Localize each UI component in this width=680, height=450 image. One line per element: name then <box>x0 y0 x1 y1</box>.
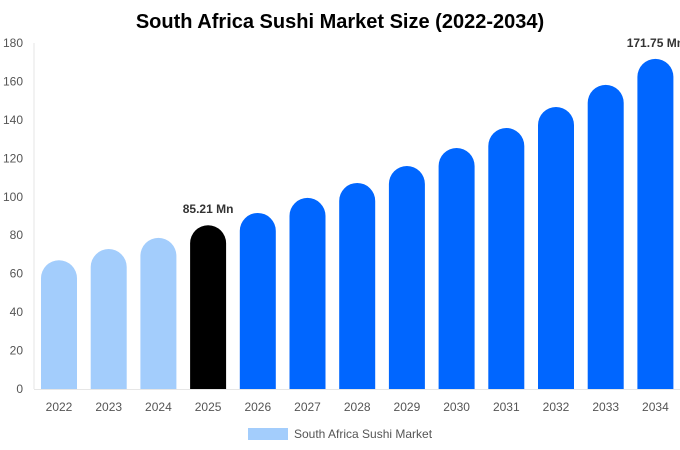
x-tick-label: 2034 <box>642 400 669 414</box>
bar-2026[interactable] <box>239 212 276 389</box>
y-tick-label: 180 <box>3 36 23 50</box>
bar-2028[interactable] <box>339 182 376 389</box>
x-tick-label: 2031 <box>493 400 520 414</box>
bar-2022[interactable] <box>41 260 77 389</box>
y-tick-label: 80 <box>10 228 24 242</box>
x-tick-label: 2026 <box>244 400 271 414</box>
data-label-2025: 85.21 Mn <box>183 202 234 216</box>
x-tick-label: 2030 <box>443 400 470 414</box>
bar-2027[interactable] <box>289 197 326 389</box>
chart-title: South Africa Sushi Market Size (2022-203… <box>136 11 544 33</box>
y-tick-label: 60 <box>10 267 24 281</box>
y-tick-label: 0 <box>16 382 23 396</box>
x-tick-label: 2022 <box>46 400 73 414</box>
x-tick-label: 2025 <box>195 400 222 414</box>
y-tick-label: 120 <box>3 151 23 165</box>
bar-2034[interactable] <box>637 58 674 389</box>
x-tick-label: 2027 <box>294 400 321 414</box>
data-label-2034: 171.75 Mn <box>627 36 680 50</box>
x-tick-label: 2024 <box>145 400 172 414</box>
bar-2024[interactable] <box>140 237 177 389</box>
bar-2033[interactable] <box>587 84 624 389</box>
legend-swatch <box>248 428 288 440</box>
x-tick-label: 2028 <box>344 400 371 414</box>
bar-2023[interactable] <box>90 249 127 389</box>
bar-2030[interactable] <box>438 147 475 389</box>
bar-2031[interactable] <box>488 127 525 390</box>
x-tick-label: 2032 <box>543 400 570 414</box>
x-tick-label: 2029 <box>394 400 421 414</box>
legend-label: South Africa Sushi Market <box>294 427 433 441</box>
y-tick-label: 100 <box>3 190 23 204</box>
bar-2032[interactable] <box>538 107 574 389</box>
legend[interactable]: South Africa Sushi Market <box>248 427 433 441</box>
x-tick-label: 2033 <box>592 400 619 414</box>
y-tick-label: 160 <box>3 74 23 88</box>
bar-2025[interactable] <box>190 225 227 389</box>
y-tick-label: 140 <box>3 113 23 127</box>
y-tick-label: 20 <box>10 344 24 358</box>
bar-2029[interactable] <box>388 166 425 389</box>
y-tick-label: 40 <box>10 305 24 319</box>
x-tick-label: 2023 <box>95 400 122 414</box>
